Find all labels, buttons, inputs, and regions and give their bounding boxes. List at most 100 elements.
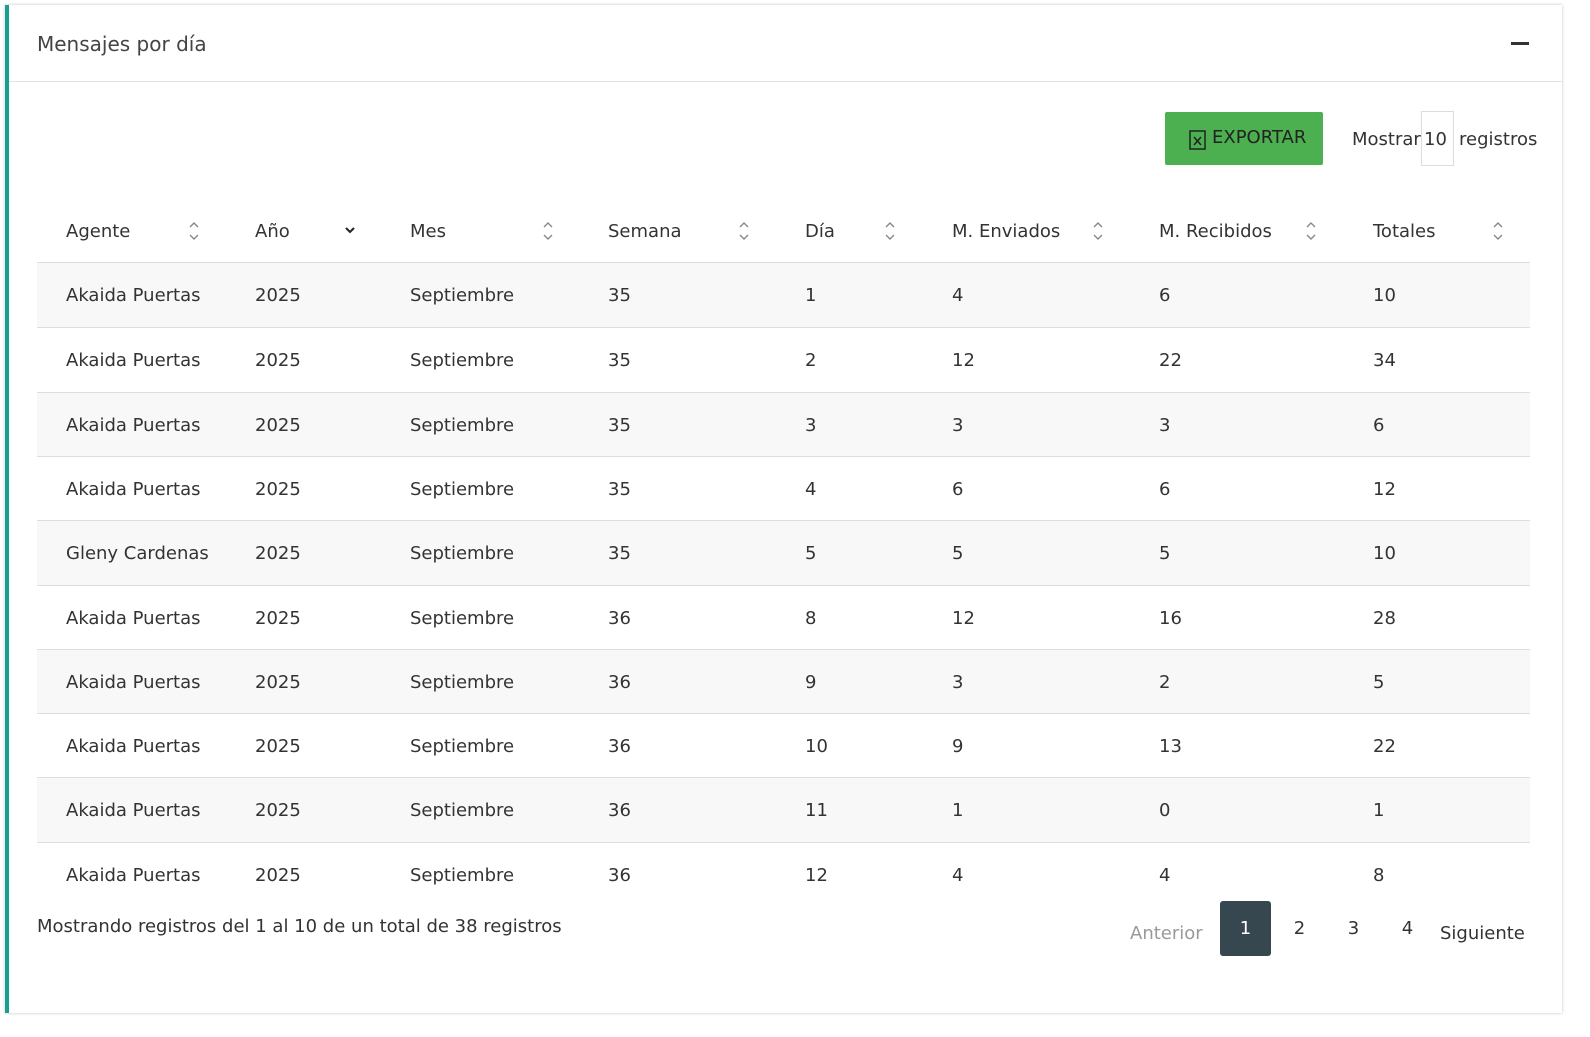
table-cell: 34 <box>1373 350 1396 372</box>
column-header[interactable]: Agente <box>66 221 131 242</box>
table-cell: Gleny Cardenas <box>66 543 209 565</box>
table-cell: Akaida Puertas <box>66 736 201 758</box>
table-cell: 35 <box>608 350 631 372</box>
table-cell: 1 <box>805 285 817 306</box>
table-cell: 28 <box>1373 607 1396 629</box>
table-cell: 36 <box>608 607 631 629</box>
table-cell: Septiembre <box>410 736 515 758</box>
table-cell: Septiembre <box>410 864 515 886</box>
table-row: Gleny Cardenas 2025 Septiembre 35 5 5 5 10 <box>37 520 1530 586</box>
next-button[interactable]: Siguiente <box>1440 923 1525 944</box>
table-cell: 2 <box>805 350 817 372</box>
sort-icon[interactable] <box>883 220 897 242</box>
page-number: 2 <box>1293 918 1306 939</box>
table-cell: 12 <box>952 607 975 629</box>
table-cell: 1 <box>1373 800 1385 822</box>
page-button[interactable]: 1 <box>1220 901 1271 956</box>
table-cell: 10 <box>1373 543 1396 565</box>
table-cell: Akaida Puertas <box>66 864 201 886</box>
table-cell: 3 <box>805 414 817 436</box>
sort-icon[interactable] <box>737 220 751 242</box>
export-button[interactable]: EXPORTAR <box>1165 112 1323 165</box>
page-number: 4 <box>1401 918 1414 939</box>
table-cell: Septiembre <box>410 350 515 372</box>
table-cell: 13 <box>1159 736 1182 758</box>
card: Mensajes por día EXPORTAR Mostrar 10 reg… <box>5 5 1562 1013</box>
table-row: Akaida Puertas 2025 Septiembre 36 9 3 2 5 <box>37 648 1530 715</box>
sort-icon[interactable] <box>343 220 357 242</box>
column-header[interactable]: Semana <box>608 221 682 242</box>
table-row: Akaida Puertas 2025 Septiembre 35 3 3 3 6 <box>37 391 1530 457</box>
table-cell: 11 <box>805 800 828 822</box>
table-row: Akaida Puertas 2025 Septiembre 36 11 1 0 1 <box>37 777 1530 843</box>
table-cell: 2025 <box>255 800 301 822</box>
page-button[interactable]: 2 <box>1274 901 1325 956</box>
table-row: Akaida Puertas 2025 Septiembre 36 8 12 16 28 <box>37 584 1530 650</box>
column-header[interactable]: M. Enviados <box>952 221 1061 242</box>
table-cell: 36 <box>608 864 631 886</box>
table-cell: 2025 <box>255 607 301 629</box>
table-cell: 35 <box>608 478 631 500</box>
table-cell: 36 <box>608 671 631 693</box>
page-size-input[interactable]: 10 <box>1421 111 1454 166</box>
table-info: Mostrando registros del 1 al 10 de un to… <box>37 916 562 937</box>
table-row: Akaida Puertas 2025 Septiembre 35 4 6 6 12 <box>37 455 1530 522</box>
table-cell: 4 <box>952 864 964 886</box>
table-cell: 12 <box>952 350 975 372</box>
table-cell: Akaida Puertas <box>66 607 201 629</box>
sort-icon[interactable] <box>1304 220 1318 242</box>
table-cell: Septiembre <box>410 285 515 306</box>
sort-icon[interactable] <box>1091 220 1105 242</box>
column-header[interactable]: Año <box>255 221 290 242</box>
table-cell: 9 <box>805 671 817 693</box>
sort-icon[interactable] <box>541 220 555 242</box>
page-size-value: 10 <box>1424 129 1447 150</box>
column-header[interactable]: Totales <box>1373 221 1436 242</box>
table-cell: 2025 <box>255 736 301 758</box>
table-cell: Akaida Puertas <box>66 285 201 306</box>
page-number: 3 <box>1347 918 1360 939</box>
sort-icon[interactable] <box>1491 220 1505 242</box>
table-row: Akaida Puertas 2025 Septiembre 36 12 4 4 8 <box>37 841 1530 907</box>
sort-icon[interactable] <box>187 220 201 242</box>
table-cell: Akaida Puertas <box>66 350 201 372</box>
table-cell: Akaida Puertas <box>66 800 201 822</box>
table-cell: 10 <box>1373 285 1396 306</box>
export-label: EXPORTAR <box>1212 127 1307 148</box>
table-cell: 2025 <box>255 350 301 372</box>
table-cell: 8 <box>1373 864 1385 886</box>
table-cell: Septiembre <box>410 414 515 436</box>
table-cell: 3 <box>952 414 964 436</box>
table-cell: 9 <box>952 736 964 758</box>
table-cell: Akaida Puertas <box>66 671 201 693</box>
table-row: Akaida Puertas 2025 Septiembre 36 10 9 13 22 <box>37 713 1530 779</box>
column-header[interactable]: Mes <box>410 221 446 242</box>
table-cell: 35 <box>608 285 631 306</box>
prev-button[interactable]: Anterior <box>1130 923 1203 944</box>
table-cell: Septiembre <box>410 478 515 500</box>
table-cell: Septiembre <box>410 607 515 629</box>
show-suffix: registros <box>1459 129 1538 150</box>
show-prefix: Mostrar <box>1352 129 1421 150</box>
column-header[interactable]: Día <box>805 221 835 242</box>
page-button[interactable]: 3 <box>1328 901 1379 956</box>
table-cell: 8 <box>805 607 817 629</box>
page-button[interactable]: 4 <box>1382 901 1433 956</box>
table-cell: Akaida Puertas <box>66 478 201 500</box>
table-cell: 2025 <box>255 414 301 436</box>
collapse-button[interactable] <box>1511 42 1529 45</box>
table-cell: 5 <box>1373 671 1385 693</box>
table-cell: Akaida Puertas <box>66 414 201 436</box>
table-cell: 3 <box>952 671 964 693</box>
table-row: Akaida Puertas 2025 Septiembre 35 1 4 6 10 <box>37 263 1530 328</box>
column-header[interactable]: M. Recibidos <box>1159 221 1272 242</box>
table-cell: 5 <box>805 543 817 565</box>
table-cell: Septiembre <box>410 671 515 693</box>
table-cell: 2025 <box>255 285 301 306</box>
table-cell: 1 <box>952 800 964 822</box>
table-row: Akaida Puertas 2025 Septiembre 35 2 12 22 34 <box>37 327 1530 393</box>
pagination: Anterior 1 2 3 4 Siguiente <box>1119 901 1539 956</box>
table-cell: 4 <box>952 285 964 306</box>
table-cell: 12 <box>1373 478 1396 500</box>
table-cell: 12 <box>805 864 828 886</box>
